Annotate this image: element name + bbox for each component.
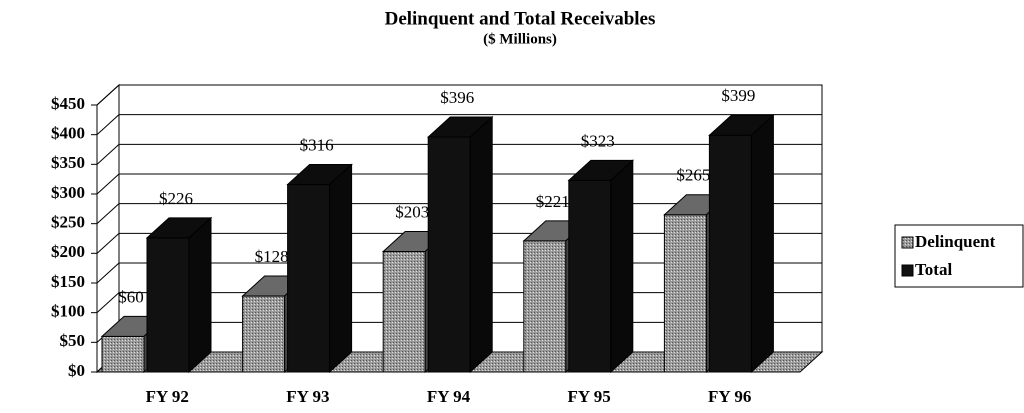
y-tick-label: $150 <box>51 272 85 291</box>
x-tick-label: FY 95 <box>567 387 610 406</box>
bar-side <box>750 114 774 374</box>
value-label: $316 <box>300 135 334 154</box>
bar-side <box>188 216 212 374</box>
value-label: $128 <box>255 247 289 266</box>
y-tick-label: $400 <box>51 124 85 143</box>
grid-line <box>96 292 120 314</box>
x-tick-label: FY 92 <box>146 387 189 406</box>
bar-side <box>329 163 353 374</box>
bar-side <box>610 159 634 374</box>
y-tick-label: $0 <box>68 361 85 380</box>
value-label: $396 <box>440 88 474 107</box>
x-tick-label: FY 93 <box>286 387 329 406</box>
grid-line <box>96 173 120 195</box>
x-tick-label: FY 94 <box>427 387 471 406</box>
y-tick-label: $200 <box>51 242 85 261</box>
bar-front <box>146 237 190 373</box>
grid-line <box>96 84 120 106</box>
bar-front <box>242 295 286 373</box>
chart-title: Delinquent and Total Receivables <box>385 8 656 29</box>
x-tick-label: FY 96 <box>708 387 751 406</box>
legend-swatch <box>901 264 914 277</box>
legend-box <box>894 224 1024 288</box>
value-label: $203 <box>395 202 429 221</box>
legend-swatch <box>901 236 914 249</box>
grid-line <box>96 203 120 225</box>
bar-front <box>708 134 752 373</box>
value-label: $60 <box>118 287 144 306</box>
y-tick-label: $100 <box>51 302 85 321</box>
y-tick-label: $450 <box>51 94 85 113</box>
grid-line <box>96 114 120 136</box>
value-label: $265 <box>676 166 710 185</box>
chart-subtitle: ($ Millions) <box>483 31 557 47</box>
grid-line <box>96 262 120 284</box>
bar-front <box>663 214 707 373</box>
bar-front <box>523 240 567 373</box>
grid-line <box>96 232 120 254</box>
bar-front <box>101 335 145 373</box>
value-label: $399 <box>721 86 755 105</box>
grid-line <box>96 143 120 165</box>
value-label: $221 <box>536 192 570 211</box>
value-label: $323 <box>581 131 615 150</box>
y-tick-label: $350 <box>51 153 85 172</box>
bar-front <box>287 184 331 373</box>
legend-label: Delinquent <box>915 232 996 251</box>
bar-front <box>427 136 471 373</box>
bar-front <box>568 179 612 373</box>
y-tick-label: $250 <box>51 213 85 232</box>
bar-front <box>382 251 426 373</box>
y-tick-label: $50 <box>60 331 86 350</box>
legend-label: Total <box>915 260 952 279</box>
value-label: $226 <box>159 189 193 208</box>
y-tick-label: $300 <box>51 183 85 202</box>
bar-side <box>469 115 493 374</box>
